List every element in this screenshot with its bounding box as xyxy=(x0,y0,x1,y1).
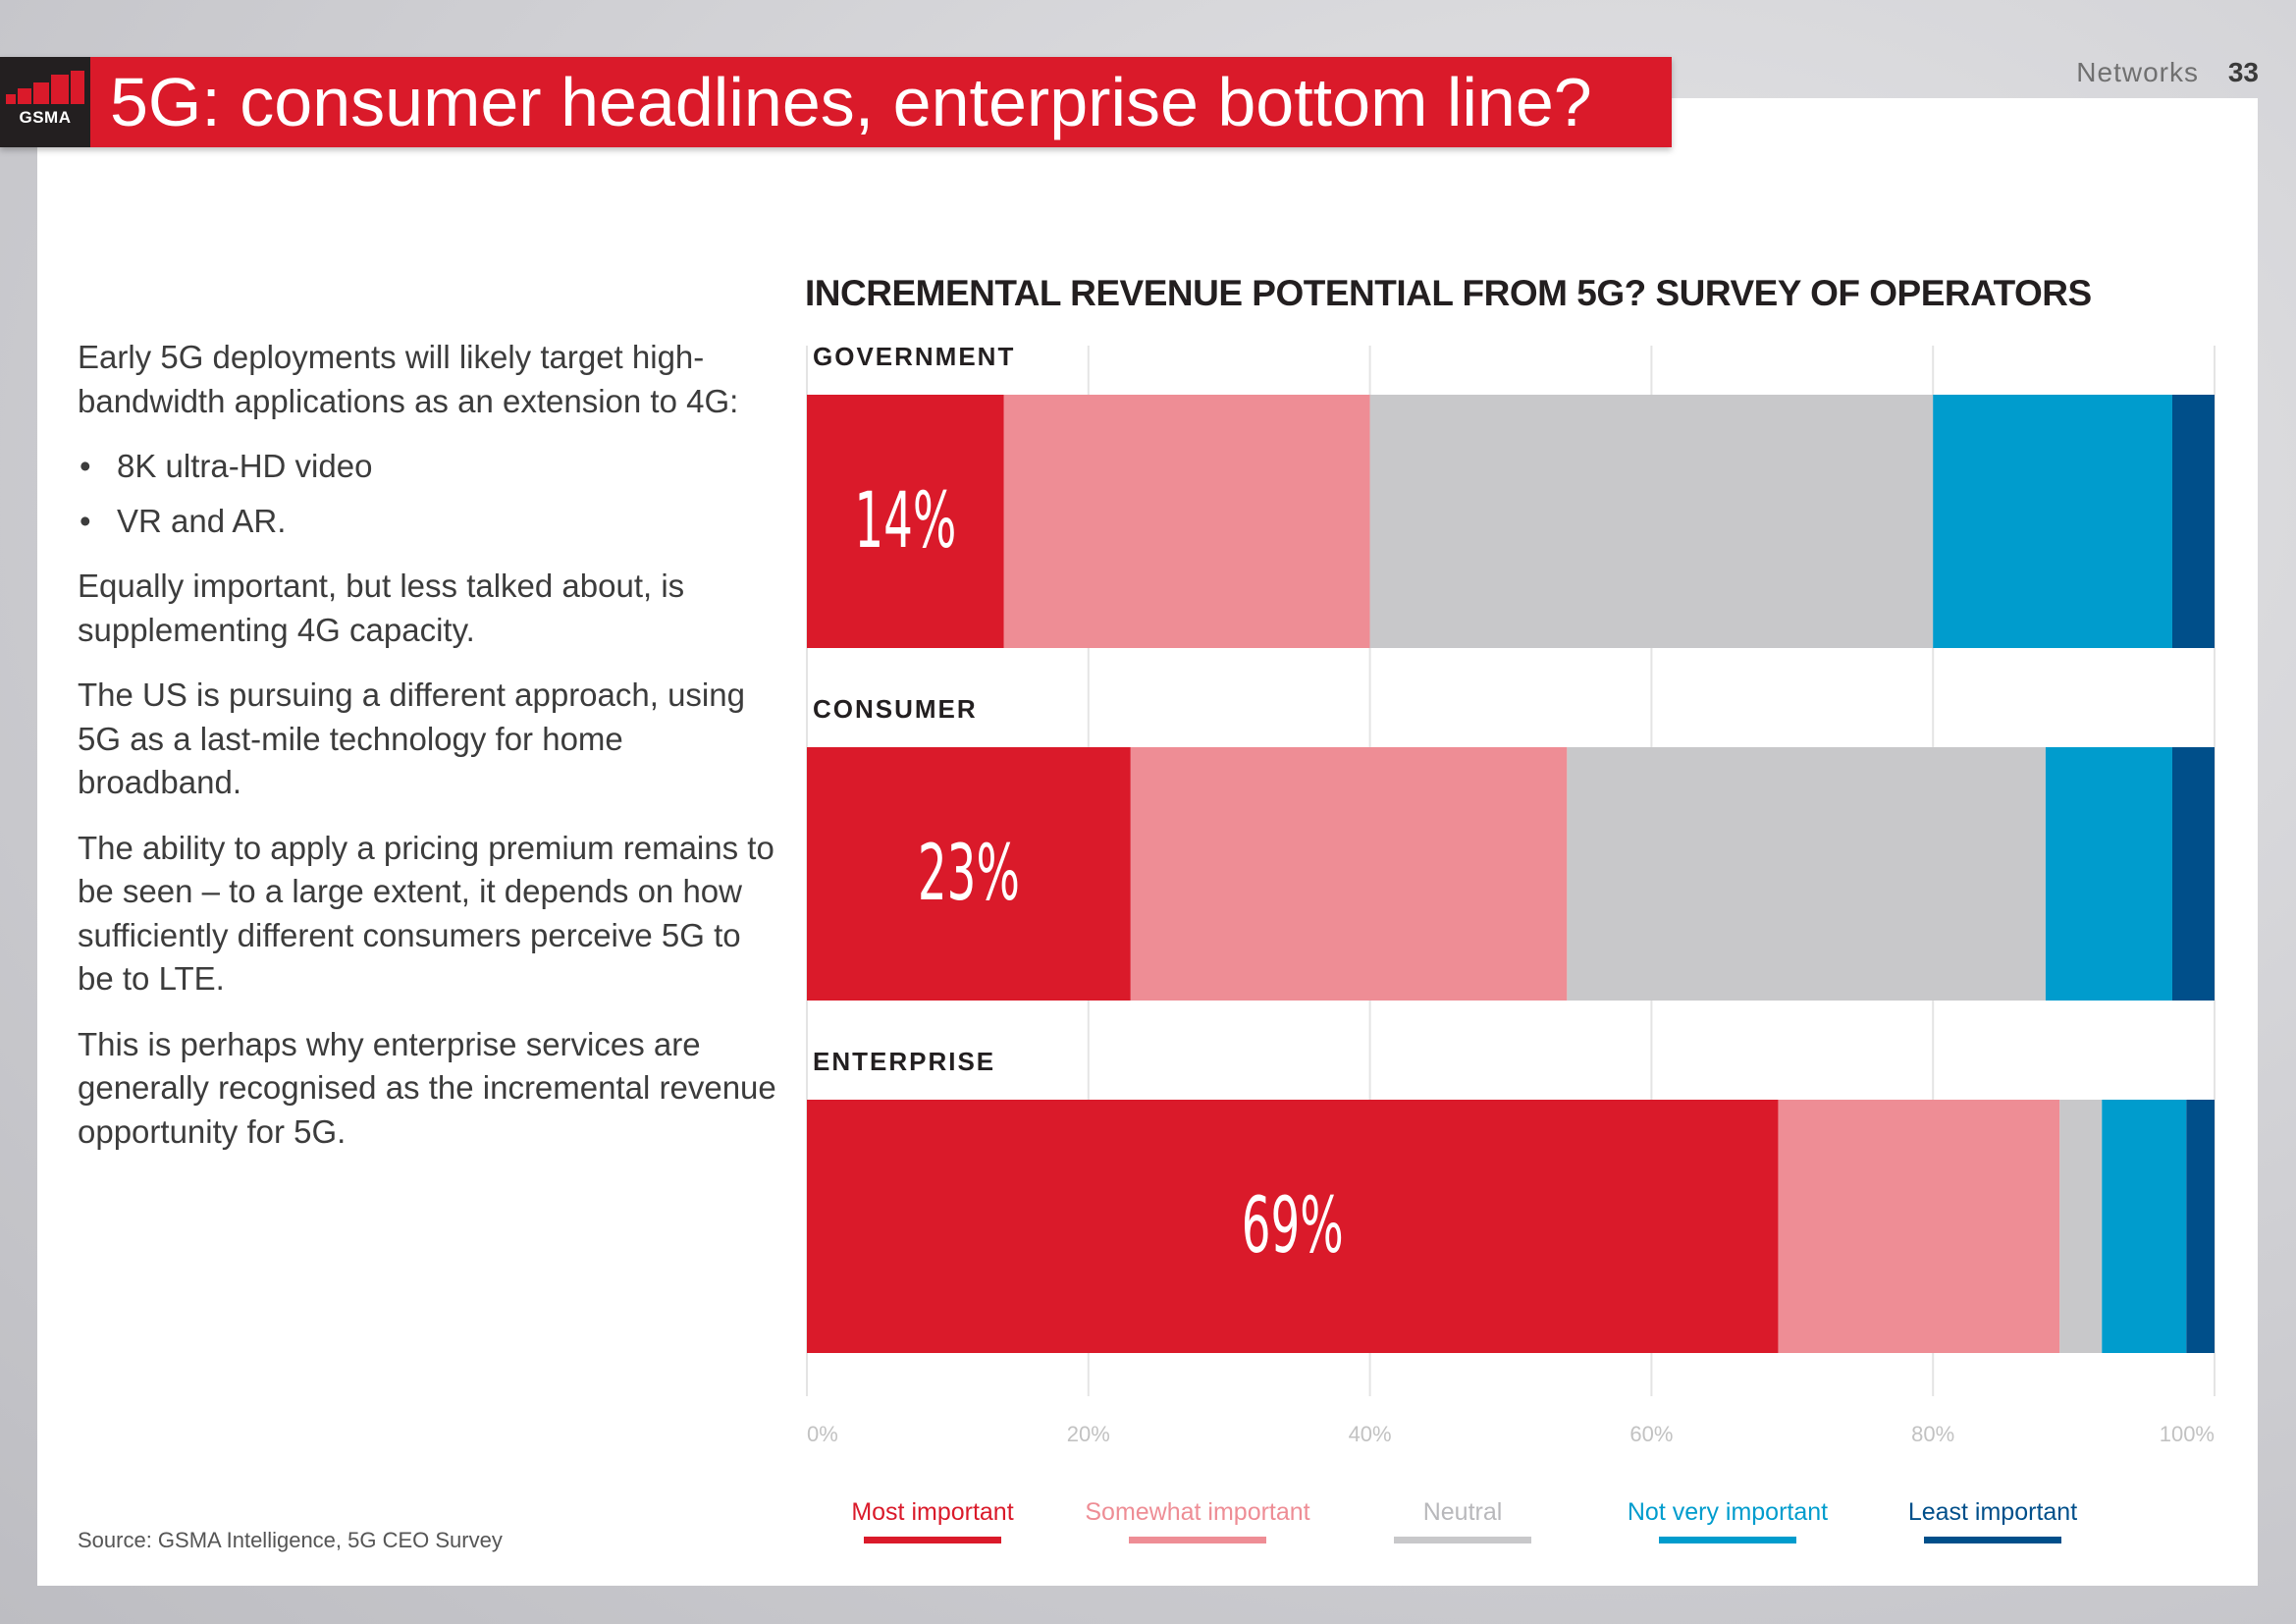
legend-swatch xyxy=(1924,1537,2061,1543)
bar-segment xyxy=(2171,395,2215,648)
chart-legend: Most important Somewhat important Neutra… xyxy=(805,1498,2218,1547)
bullet-item: 8K ultra-HD video xyxy=(78,445,784,489)
logo-text: GSMA xyxy=(19,108,72,127)
paragraph-capacity: Equally important, but less talked about… xyxy=(78,568,685,648)
legend-swatch xyxy=(1394,1537,1531,1543)
legend-item-least-important: Least important xyxy=(1865,1498,2120,1543)
data-label: 23% xyxy=(918,829,1020,918)
bar-segment xyxy=(1369,395,1934,648)
legend-item-somewhat-important: Somewhat important xyxy=(1070,1498,1325,1543)
bar-segment xyxy=(2045,747,2172,1001)
legend-item-not-very-important: Not very important xyxy=(1600,1498,1855,1543)
legend-label: Somewhat important xyxy=(1085,1498,1310,1526)
source-note: Source: GSMA Intelligence, 5G CEO Survey xyxy=(78,1528,503,1552)
body-text: Early 5G deployments will likely target … xyxy=(78,336,784,1175)
legend-item-most-important: Most important xyxy=(805,1498,1060,1543)
paragraph-pricing: The ability to apply a pricing premium r… xyxy=(78,829,774,998)
bar-segment xyxy=(807,747,1131,1001)
bar-segment xyxy=(1130,747,1568,1001)
bar-segment xyxy=(1003,395,1370,648)
bar-segment xyxy=(1933,395,2172,648)
x-tick-label: 80% xyxy=(1911,1422,1954,1446)
x-tick-label: 20% xyxy=(1067,1422,1110,1446)
bar-segment xyxy=(807,395,1004,648)
bar-segment xyxy=(2171,747,2215,1001)
x-tick-label: 100% xyxy=(2160,1422,2215,1446)
x-tick-label: 60% xyxy=(1629,1422,1673,1446)
paragraph-intro: Early 5G deployments will likely target … xyxy=(78,339,739,419)
bullet-item: VR and AR. xyxy=(78,500,784,544)
category-label: ENTERPRISE xyxy=(813,1047,995,1076)
bar-segment xyxy=(807,1100,1779,1353)
legend-swatch xyxy=(1659,1537,1796,1543)
bar-segment xyxy=(1778,1100,2060,1353)
legend-label: Not very important xyxy=(1627,1498,1829,1526)
bar-segment xyxy=(2186,1100,2215,1353)
bullet-list: 8K ultra-HD video VR and AR. xyxy=(78,445,784,543)
paragraph-us: The US is pursuing a different approach,… xyxy=(78,677,745,800)
x-tick-label: 40% xyxy=(1349,1422,1392,1446)
title-bar: GSMA 5G: consumer headlines, enterprise … xyxy=(0,57,1672,147)
bar-segment xyxy=(2059,1100,2103,1353)
data-label: 69% xyxy=(1242,1181,1344,1271)
page-number: 33 xyxy=(2227,57,2259,87)
chart-title: INCREMENTAL REVENUE POTENTIAL FROM 5G? S… xyxy=(805,273,2092,313)
legend-label: Most important xyxy=(851,1498,1014,1526)
legend-swatch xyxy=(1129,1537,1266,1543)
legend-item-neutral: Neutral xyxy=(1335,1498,1590,1543)
page-title: 5G: consumer headlines, enterprise botto… xyxy=(110,64,1592,140)
legend-swatch xyxy=(864,1537,1001,1543)
x-tick-label: 0% xyxy=(807,1422,838,1446)
category-label: CONSUMER xyxy=(813,694,978,724)
category-label: GOVERNMENT xyxy=(813,342,1015,371)
legend-label: Least important xyxy=(1907,1498,2078,1526)
legend-label: Neutral xyxy=(1422,1498,1503,1526)
paragraph-enterprise: This is perhaps why enterprise services … xyxy=(78,1025,776,1150)
data-label: 14% xyxy=(854,476,956,566)
bar-segment xyxy=(2102,1100,2187,1353)
gsma-logo: GSMA xyxy=(0,57,90,147)
bar-segment xyxy=(1567,747,2046,1001)
section-label: Networks xyxy=(2076,57,2199,87)
